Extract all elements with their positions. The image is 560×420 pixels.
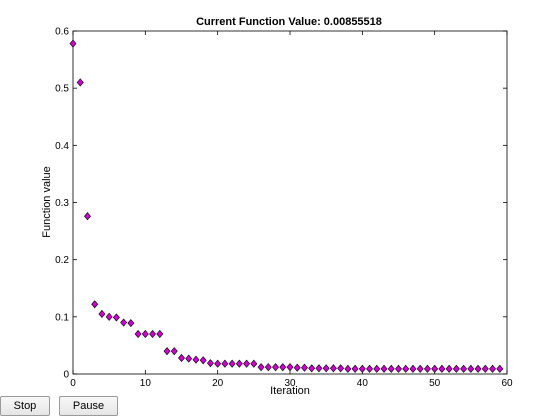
data-point [91, 300, 99, 309]
data-point [120, 318, 128, 327]
data-point [380, 364, 388, 373]
data-point [69, 39, 77, 48]
chart-title: Current Function Value: 0.00855518 [196, 16, 382, 28]
data-point [279, 363, 287, 372]
x-tick-label: 60 [501, 378, 513, 389]
x-tick-label: 40 [357, 378, 369, 389]
data-point [344, 364, 352, 373]
data-point [228, 359, 236, 368]
stop-button[interactable]: Stop [0, 396, 50, 416]
data-point [409, 364, 417, 373]
data-point [308, 364, 316, 373]
data-point [243, 359, 251, 368]
data-point [467, 364, 475, 373]
data-point [170, 347, 178, 356]
x-tick-label: 10 [140, 378, 152, 389]
y-tick-label: 0.5 [55, 84, 69, 95]
axes-box [72, 30, 508, 375]
x-tick-label: 0 [70, 378, 76, 389]
data-point [402, 364, 410, 373]
data-point [156, 329, 164, 339]
data-point [178, 353, 185, 363]
data-point [149, 329, 157, 339]
data-point [315, 364, 323, 373]
data-point [206, 359, 214, 368]
data-point [199, 356, 207, 365]
data-points [69, 39, 504, 373]
data-point [112, 313, 120, 322]
data-point [337, 364, 345, 373]
data-point [373, 364, 381, 373]
x-tick-label: 50 [429, 378, 441, 389]
y-tick-label: 0.6 [55, 27, 69, 38]
y-tick-label: 0.4 [55, 141, 69, 152]
data-point [257, 363, 265, 372]
data-point [438, 364, 446, 373]
y-tick-label: 0 [63, 370, 69, 381]
data-point [76, 78, 84, 87]
data-point [489, 364, 496, 373]
data-point [496, 364, 504, 373]
data-point [329, 364, 337, 373]
data-point [221, 359, 229, 368]
data-point [163, 347, 171, 356]
data-point [250, 359, 258, 368]
data-point [460, 364, 468, 373]
data-point [264, 363, 272, 372]
data-point [301, 363, 308, 372]
x-axis-label: Iteration [270, 385, 310, 397]
data-point [293, 363, 301, 372]
data-point [431, 364, 439, 373]
data-point [474, 364, 482, 373]
data-point [105, 312, 113, 321]
y-tick-label: 0.1 [55, 312, 69, 323]
y-tick-label: 0.3 [55, 198, 69, 209]
data-point [235, 359, 243, 368]
data-point [358, 364, 366, 373]
data-point [127, 319, 135, 328]
data-point [272, 363, 279, 372]
y-tick-label: 0.2 [55, 255, 69, 266]
data-point [192, 355, 200, 364]
data-point [387, 364, 395, 373]
data-point [445, 364, 453, 373]
data-point [416, 364, 424, 373]
data-point [286, 363, 294, 372]
data-point [98, 309, 106, 319]
data-point [366, 364, 374, 373]
y-axis-label: Function value [41, 166, 53, 238]
data-point [351, 364, 359, 373]
data-point [141, 329, 149, 339]
data-point [481, 364, 489, 373]
data-point [452, 364, 460, 373]
data-point [134, 329, 142, 339]
data-point [395, 364, 402, 373]
data-point [214, 359, 222, 368]
data-point [185, 354, 193, 363]
x-tick-label: 20 [212, 378, 224, 389]
x-tick-label: 30 [284, 378, 296, 389]
data-point [322, 364, 330, 373]
data-point [84, 212, 91, 221]
data-point [423, 364, 431, 373]
pause-button[interactable]: Pause [59, 396, 118, 416]
